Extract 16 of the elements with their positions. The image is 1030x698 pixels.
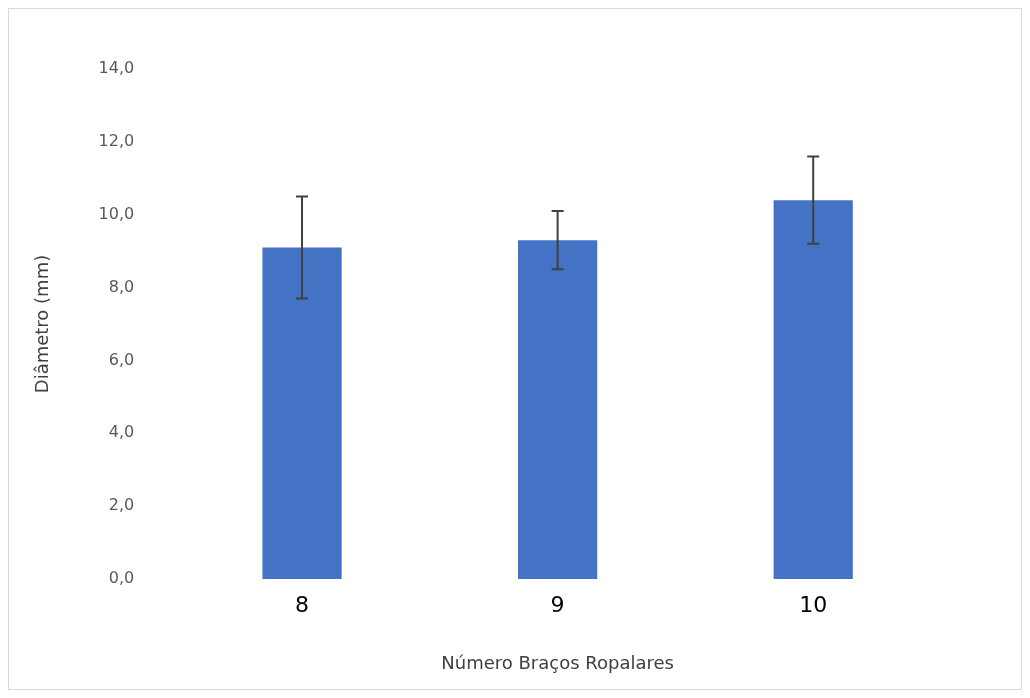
- x-tick-label: 9: [550, 591, 565, 617]
- bar: [518, 240, 598, 579]
- y-tick-label: 2,0: [108, 495, 135, 515]
- x-axis-title: Número Braços Ropalares: [441, 651, 674, 673]
- y-tick-label: 8,0: [108, 276, 135, 296]
- y-tick-label: 10,0: [98, 203, 135, 223]
- y-axis-title: Diâmetro (mm): [31, 254, 53, 394]
- bar: [773, 200, 853, 579]
- bar: [262, 247, 342, 579]
- x-tick-label: 8: [295, 591, 310, 617]
- y-tick-label: 12,0: [98, 131, 135, 151]
- y-tick-label: 14,0: [98, 58, 135, 78]
- y-tick-label: 4,0: [108, 422, 135, 442]
- y-tick-label: 0,0: [108, 568, 135, 588]
- y-tick-label: 6,0: [108, 349, 135, 369]
- x-tick-label: 10: [799, 591, 828, 617]
